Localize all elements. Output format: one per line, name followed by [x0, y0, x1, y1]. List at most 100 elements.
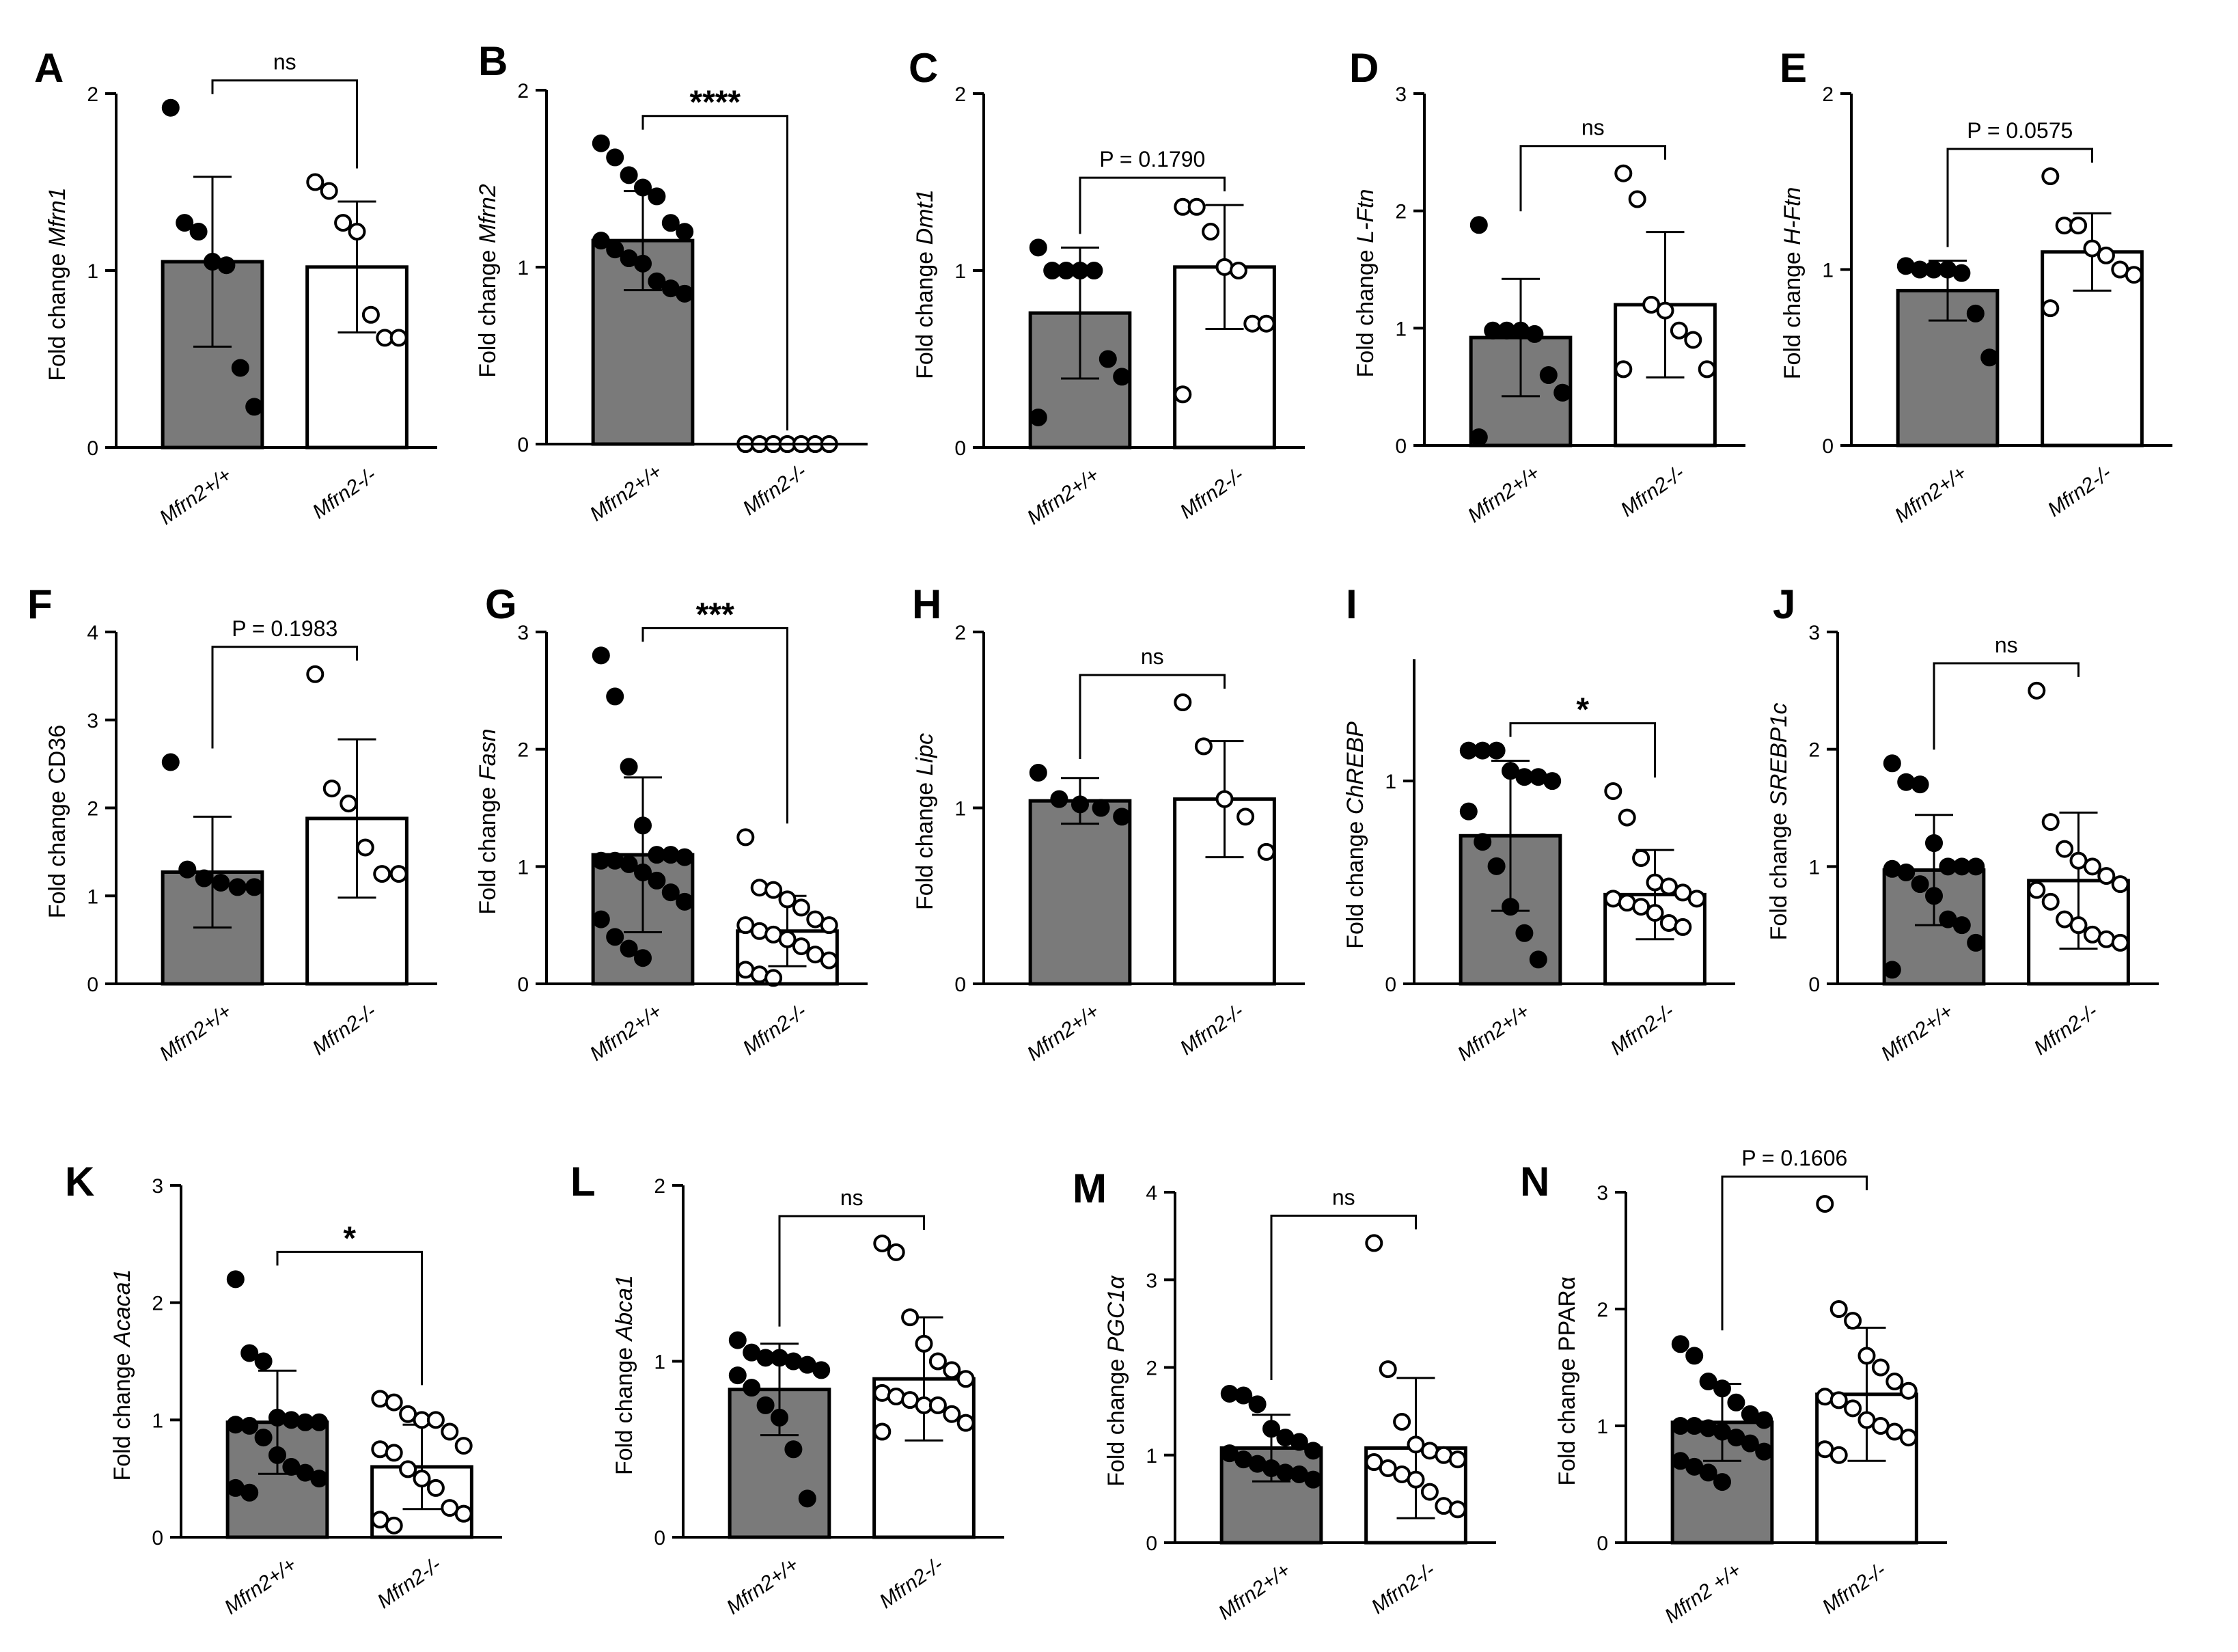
category-label: Mfrn2-/- [876, 1554, 948, 1613]
y-tick-label: 3 [1395, 83, 1407, 106]
y-axis-label-gene: Mfrn2 [475, 184, 501, 243]
data-point [634, 949, 652, 967]
data-point [240, 1344, 259, 1362]
y-tick-label: 0 [87, 974, 98, 996]
y-axis-label-gene: SREBP1c [1766, 703, 1792, 806]
category-label: Mfrn2-/- [739, 1000, 811, 1060]
data-point [620, 855, 638, 873]
significance-label: **** [689, 85, 741, 121]
y-axis-label-gene: ChREBP [1342, 721, 1368, 814]
data-point [1202, 223, 1220, 241]
data-point [750, 879, 769, 897]
significance-bracket [276, 1250, 423, 1386]
data-point [592, 134, 610, 152]
y-tick-label: 1 [1385, 771, 1396, 793]
y-axis-label: Fold change Mfrn1 [44, 187, 70, 381]
data-point [361, 305, 380, 324]
data-point [792, 898, 810, 917]
y-tick-label: 2 [1146, 1358, 1157, 1380]
data-point [231, 359, 249, 377]
data-point [240, 1483, 259, 1502]
data-point [1911, 775, 1929, 794]
data-point [676, 848, 694, 866]
data-point [1844, 1312, 1862, 1330]
category-label: Mfrn2-/- [374, 1554, 445, 1613]
data-point [385, 1444, 403, 1462]
data-point [2041, 167, 2060, 186]
y-tick-label: 1 [517, 257, 529, 279]
significance-bracket [211, 79, 358, 169]
y-tick-label: 1 [1808, 856, 1820, 879]
significance-bracket [1519, 145, 1666, 212]
data-point [385, 1393, 403, 1412]
bar-wt [1028, 799, 1132, 986]
panel-letter: F [27, 581, 53, 627]
data-point [1113, 808, 1131, 826]
data-point [1885, 1373, 1904, 1391]
data-point [1448, 1500, 1467, 1519]
y-tick-label: 2 [87, 798, 98, 821]
data-point [901, 1308, 920, 1327]
panel-letter: E [1780, 45, 1807, 91]
y-tick-label: 0 [1385, 974, 1396, 996]
panel-letter: G [485, 581, 517, 627]
data-point [1897, 773, 1916, 791]
significance-label: * [343, 1220, 356, 1256]
y-axis-label: Fold change Abca1 [611, 1275, 637, 1475]
y-axis-label: Fold change SREBP1c [1766, 703, 1792, 941]
data-point [454, 1504, 473, 1523]
category-label: Mfrn2+/+ [1215, 1559, 1295, 1625]
data-point [620, 166, 638, 184]
y-tick-label: 1 [954, 798, 966, 821]
category-label: Mfrn2+/+ [1891, 462, 1971, 527]
y-tick-label: 0 [517, 974, 529, 996]
panel-c: C 0 1 2 Fold change Dmt1 Mfrn2+/+ Mfrn2-/- P = … [909, 45, 1305, 529]
panel-letter: I [1346, 581, 1357, 627]
y-axis-label-gene: H-Ftn [1780, 187, 1806, 245]
data-point [1553, 383, 1572, 402]
y-tick-label: 3 [1597, 1182, 1608, 1204]
data-point [873, 1234, 892, 1252]
data-point [1871, 1358, 1890, 1377]
data-point [812, 1361, 831, 1379]
data-point [1685, 1417, 1704, 1435]
data-point [778, 930, 797, 948]
y-axis-label-prefix: Fold change [1780, 245, 1806, 380]
data-point [1925, 834, 1943, 852]
y-axis-label-prefix: Fold change [1766, 806, 1792, 941]
data-point [306, 173, 324, 191]
data-point [1755, 1442, 1773, 1461]
y-tick-label: 0 [152, 1527, 163, 1550]
y-tick-label: 4 [1146, 1182, 1157, 1204]
y-tick-label: 2 [1808, 739, 1820, 762]
category-label: Mfrn2-/- [309, 1000, 381, 1060]
data-point [943, 1361, 961, 1379]
y-axis-label-prefix: Fold change [1554, 1351, 1580, 1486]
data-point [310, 1413, 329, 1431]
data-point [634, 254, 652, 273]
data-point [254, 1352, 273, 1371]
y-axis-label: Fold change Dmt1 [912, 189, 938, 379]
data-point [1187, 197, 1206, 216]
data-point [240, 1416, 259, 1435]
y-tick-label: 0 [517, 434, 529, 456]
data-point [778, 890, 797, 909]
data-point [2069, 217, 2088, 235]
y-tick-label: 0 [1822, 435, 1834, 458]
data-point [245, 878, 264, 896]
significance-bracket [778, 1215, 925, 1327]
data-point [310, 1470, 329, 1488]
y-tick-label: 0 [954, 437, 966, 460]
significance-label: *** [696, 596, 734, 633]
y-axis-label: Fold change ChREBP [1342, 721, 1368, 949]
data-point [226, 1270, 245, 1289]
data-point [1883, 754, 1901, 773]
data-point [212, 873, 230, 892]
panel-letter: D [1349, 45, 1379, 91]
category-label: Mfrn2+/+ [156, 1000, 236, 1066]
data-point [943, 1405, 961, 1423]
y-axis-label-gene: CD36 [44, 725, 70, 784]
data-point [771, 1408, 788, 1427]
y-axis-label-gene: L-Ftn [1353, 189, 1379, 243]
data-point [320, 182, 338, 200]
